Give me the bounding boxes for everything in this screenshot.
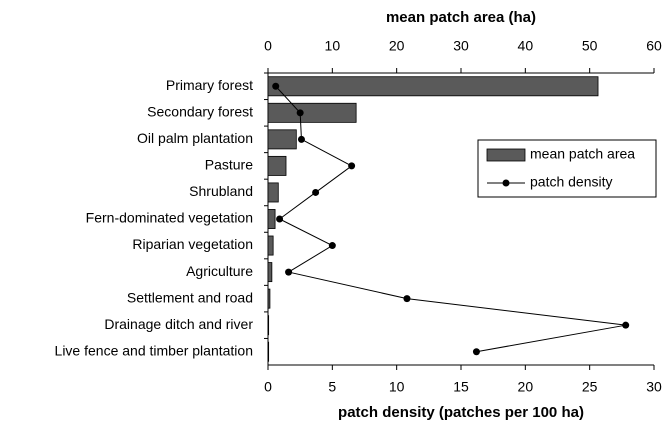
bottom-tick-label: 0: [264, 379, 272, 395]
legend-swatch: [486, 148, 526, 162]
bar: [267, 155, 287, 176]
y-tick-label: Agriculture: [186, 263, 253, 279]
bottom-tick-label: 20: [518, 379, 534, 395]
density-point: [276, 215, 284, 223]
top-tick-label: 50: [582, 38, 598, 54]
density-point: [348, 162, 356, 170]
top-tick-label: 60: [646, 38, 662, 54]
bottom-tick-label: 25: [582, 379, 598, 395]
density-point: [328, 242, 336, 250]
y-tick-label: Riparian vegetation: [132, 236, 253, 252]
density-point: [296, 109, 304, 117]
y-tick-label: Drainage ditch and river: [104, 316, 253, 332]
bottom-tick-label: 10: [389, 379, 405, 395]
density-point: [285, 268, 293, 276]
bar: [267, 288, 271, 309]
bar: [267, 315, 270, 336]
legend-label: patch density: [530, 174, 613, 190]
top-tick-label: 20: [389, 38, 405, 54]
bar: [267, 129, 297, 150]
top-tick-label: 10: [325, 38, 341, 54]
top-tick-label: 30: [453, 38, 469, 54]
bar: [267, 182, 279, 203]
y-tick-label: Pasture: [205, 157, 253, 173]
top-axis-title: mean patch area (ha): [386, 9, 536, 26]
legend-dot: [502, 179, 510, 187]
y-tick-label: Live fence and timber plantation: [55, 342, 253, 358]
density-point: [272, 82, 280, 90]
bar: [267, 341, 270, 362]
density-point: [297, 135, 305, 143]
density-point: [472, 348, 480, 356]
top-tick-label: 0: [264, 38, 272, 54]
density-point: [622, 321, 630, 329]
y-tick-label: Fern-dominated vegetation: [86, 210, 253, 226]
density-point: [312, 188, 320, 196]
y-tick-label: Primary forest: [166, 77, 253, 93]
bar: [267, 76, 599, 97]
y-tick-label: Settlement and road: [127, 289, 253, 305]
legend-label: mean patch area: [530, 146, 635, 162]
bar: [267, 235, 274, 256]
density-point: [403, 295, 411, 303]
bottom-axis-title: patch density (patches per 100 ha): [338, 404, 584, 421]
y-tick-label: Oil palm plantation: [137, 130, 253, 146]
bar: [267, 102, 357, 123]
y-tick-label: Secondary forest: [147, 104, 253, 120]
bottom-tick-label: 30: [646, 379, 662, 395]
bar: [267, 262, 273, 283]
density-line: [275, 85, 626, 353]
bar: [267, 209, 276, 229]
bottom-tick-label: 15: [453, 379, 469, 395]
y-tick-label: Shrubland: [189, 183, 253, 199]
bottom-tick-label: 5: [328, 379, 336, 395]
top-tick-label: 40: [518, 38, 534, 54]
